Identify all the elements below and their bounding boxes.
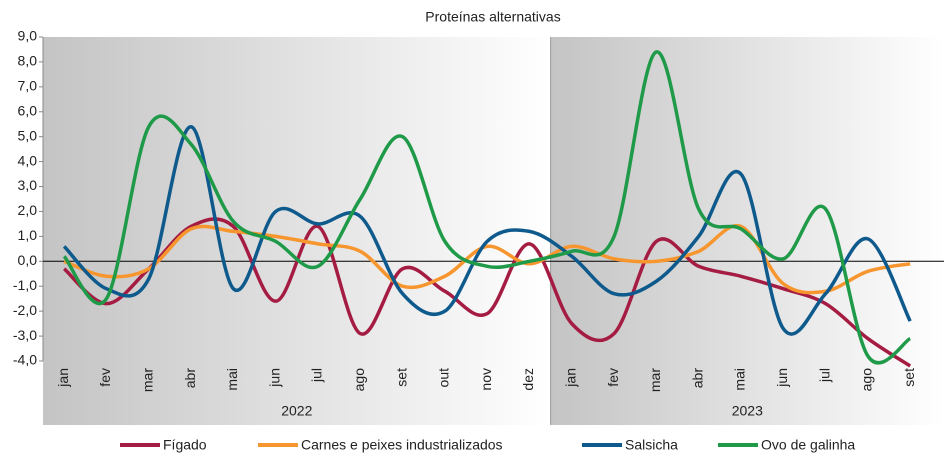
group-label: 2022 [281, 403, 312, 419]
x-tick-label: mai [732, 368, 748, 391]
series-line [62, 50, 912, 365]
x-tick-label: nov [478, 368, 494, 391]
y-tick-label: 5,0 [18, 127, 38, 143]
x-tick-label: jun [266, 368, 282, 388]
series-line [62, 124, 912, 336]
y-tick-label: 3,0 [18, 177, 38, 193]
x-tick-label: set [901, 368, 917, 387]
y-tick-label: -3,0 [13, 327, 37, 343]
x-tick-label: dez [520, 368, 536, 391]
y-tick-label: 0,0 [18, 252, 38, 268]
legend-label: Carnes e peixes industrializados [301, 437, 503, 453]
legend-label: Salsicha [625, 437, 678, 453]
legend-label: Ovo de galinha [761, 437, 855, 453]
y-tick-label: 1,0 [18, 227, 38, 243]
y-tick-label: -2,0 [13, 302, 37, 318]
y-tick-label: 9,0 [18, 28, 38, 44]
y-tick-label: -1,0 [13, 277, 37, 293]
y-tick-label: 6,0 [18, 102, 38, 118]
group-label: 2023 [732, 403, 763, 419]
x-tick-label: set [393, 368, 409, 387]
legend-label: Fígado [163, 437, 207, 453]
x-tick-label: mar [139, 368, 155, 392]
x-tick-label: abr [182, 368, 198, 389]
series-line [63, 223, 911, 295]
x-tick-label: jul [816, 368, 832, 383]
x-tick-label: jan [562, 368, 578, 388]
x-tick-label: ago [351, 368, 367, 392]
x-tick-label: jan [55, 368, 71, 388]
x-tick-label: jul [309, 368, 325, 383]
x-tick-label: fev [605, 368, 621, 387]
y-tick-label: 7,0 [18, 78, 38, 94]
x-tick-label: abr [689, 368, 705, 389]
x-tick-label: mar [647, 368, 663, 392]
x-tick-label: out [436, 368, 452, 388]
chart-title: Proteínas alternativas [425, 9, 560, 25]
y-tick-label: -4,0 [13, 352, 37, 368]
y-tick-label: 2,0 [18, 202, 38, 218]
x-tick-label: ago [859, 368, 875, 392]
y-tick-label: 4,0 [18, 152, 38, 168]
x-tick-label: mai [224, 368, 240, 391]
group-background [43, 37, 551, 425]
x-tick-label: fev [97, 368, 113, 387]
y-tick-label: 8,0 [18, 53, 38, 69]
x-tick-label: jun [774, 368, 790, 388]
series-line [62, 217, 912, 368]
